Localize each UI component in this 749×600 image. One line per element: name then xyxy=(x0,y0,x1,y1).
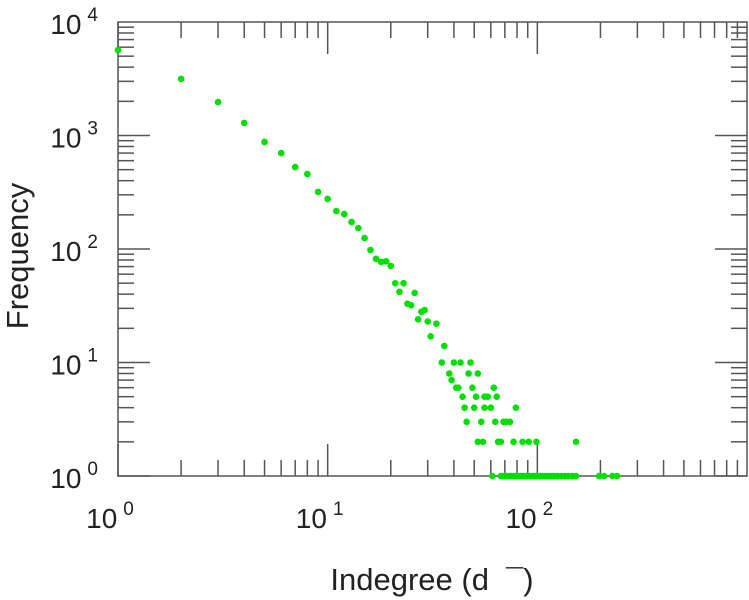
data-point xyxy=(367,246,374,254)
x-axis-label: Indegree (d ¯) xyxy=(330,562,533,597)
x-tick-label: 10 0 xyxy=(86,499,134,534)
data-point xyxy=(387,262,395,270)
data-point xyxy=(506,418,514,426)
data-point xyxy=(463,418,470,426)
data-point xyxy=(340,210,348,218)
data-point xyxy=(572,438,580,446)
data-point xyxy=(493,393,500,400)
data-point xyxy=(497,438,505,446)
data-point xyxy=(261,138,268,146)
data-point xyxy=(470,404,478,411)
data-point xyxy=(474,438,482,446)
data-point xyxy=(240,119,248,127)
y-tick-label: 10 4 xyxy=(50,5,98,40)
data-point xyxy=(355,224,362,232)
data-point xyxy=(600,472,608,480)
data-point xyxy=(481,404,488,411)
data-point xyxy=(595,472,603,480)
y-axis-label: Frequency xyxy=(0,182,35,329)
data-point xyxy=(533,438,540,446)
data-point xyxy=(114,46,122,54)
data-point xyxy=(461,404,468,411)
data-point xyxy=(314,188,322,196)
data-point xyxy=(427,333,434,340)
data-point xyxy=(490,384,498,391)
data-point xyxy=(348,218,355,226)
data-point xyxy=(448,376,455,384)
data-point xyxy=(304,170,311,178)
y-tick-label: 10 2 xyxy=(50,232,98,267)
data-point xyxy=(372,255,380,263)
x-tick-label: 10 1 xyxy=(296,499,344,534)
data-point xyxy=(512,404,520,411)
data-point xyxy=(479,438,487,446)
data-point xyxy=(438,359,446,366)
data-point xyxy=(472,393,480,400)
data-point xyxy=(477,418,485,426)
data-point xyxy=(333,207,340,215)
data-point xyxy=(519,438,526,446)
data-point xyxy=(510,438,517,446)
data-point xyxy=(414,316,422,323)
data-point xyxy=(407,301,415,309)
data-point xyxy=(396,288,403,296)
x-tick-label: 10 2 xyxy=(505,499,553,534)
data-point xyxy=(391,279,399,287)
y-tick-label: 10 1 xyxy=(50,346,98,381)
data-point xyxy=(572,472,580,480)
data-point xyxy=(525,438,533,446)
data-point xyxy=(421,306,428,314)
data-point xyxy=(177,75,185,83)
data-point xyxy=(613,472,621,480)
data-point xyxy=(377,258,385,266)
data-point xyxy=(214,98,222,106)
data-point xyxy=(424,318,432,325)
data-point xyxy=(433,320,440,327)
data-point xyxy=(411,289,418,297)
data-point xyxy=(455,384,462,391)
data-point xyxy=(491,418,499,426)
data-points xyxy=(114,46,621,480)
data-point xyxy=(450,359,458,366)
y-tick-label: 10 3 xyxy=(50,119,98,154)
data-point xyxy=(489,472,496,480)
data-point xyxy=(487,404,495,411)
data-point xyxy=(277,149,285,157)
data-point xyxy=(459,393,466,400)
data-point xyxy=(291,163,299,171)
axis-ticks xyxy=(117,22,747,477)
plot-frame xyxy=(117,21,748,477)
data-point xyxy=(469,384,476,391)
data-point xyxy=(400,279,407,287)
y-tick-label: 10 0 xyxy=(50,459,98,494)
data-point xyxy=(382,257,390,265)
data-point xyxy=(457,359,464,366)
data-point xyxy=(361,234,368,242)
data-point xyxy=(467,359,474,366)
data-point xyxy=(609,472,616,480)
x-tick-labels: 10 0 10 1 10 2 xyxy=(86,499,553,534)
data-point xyxy=(474,370,482,377)
data-point xyxy=(441,342,448,350)
data-point xyxy=(324,195,331,203)
data-point xyxy=(465,370,472,377)
data-point xyxy=(484,393,492,400)
data-point xyxy=(445,370,453,377)
